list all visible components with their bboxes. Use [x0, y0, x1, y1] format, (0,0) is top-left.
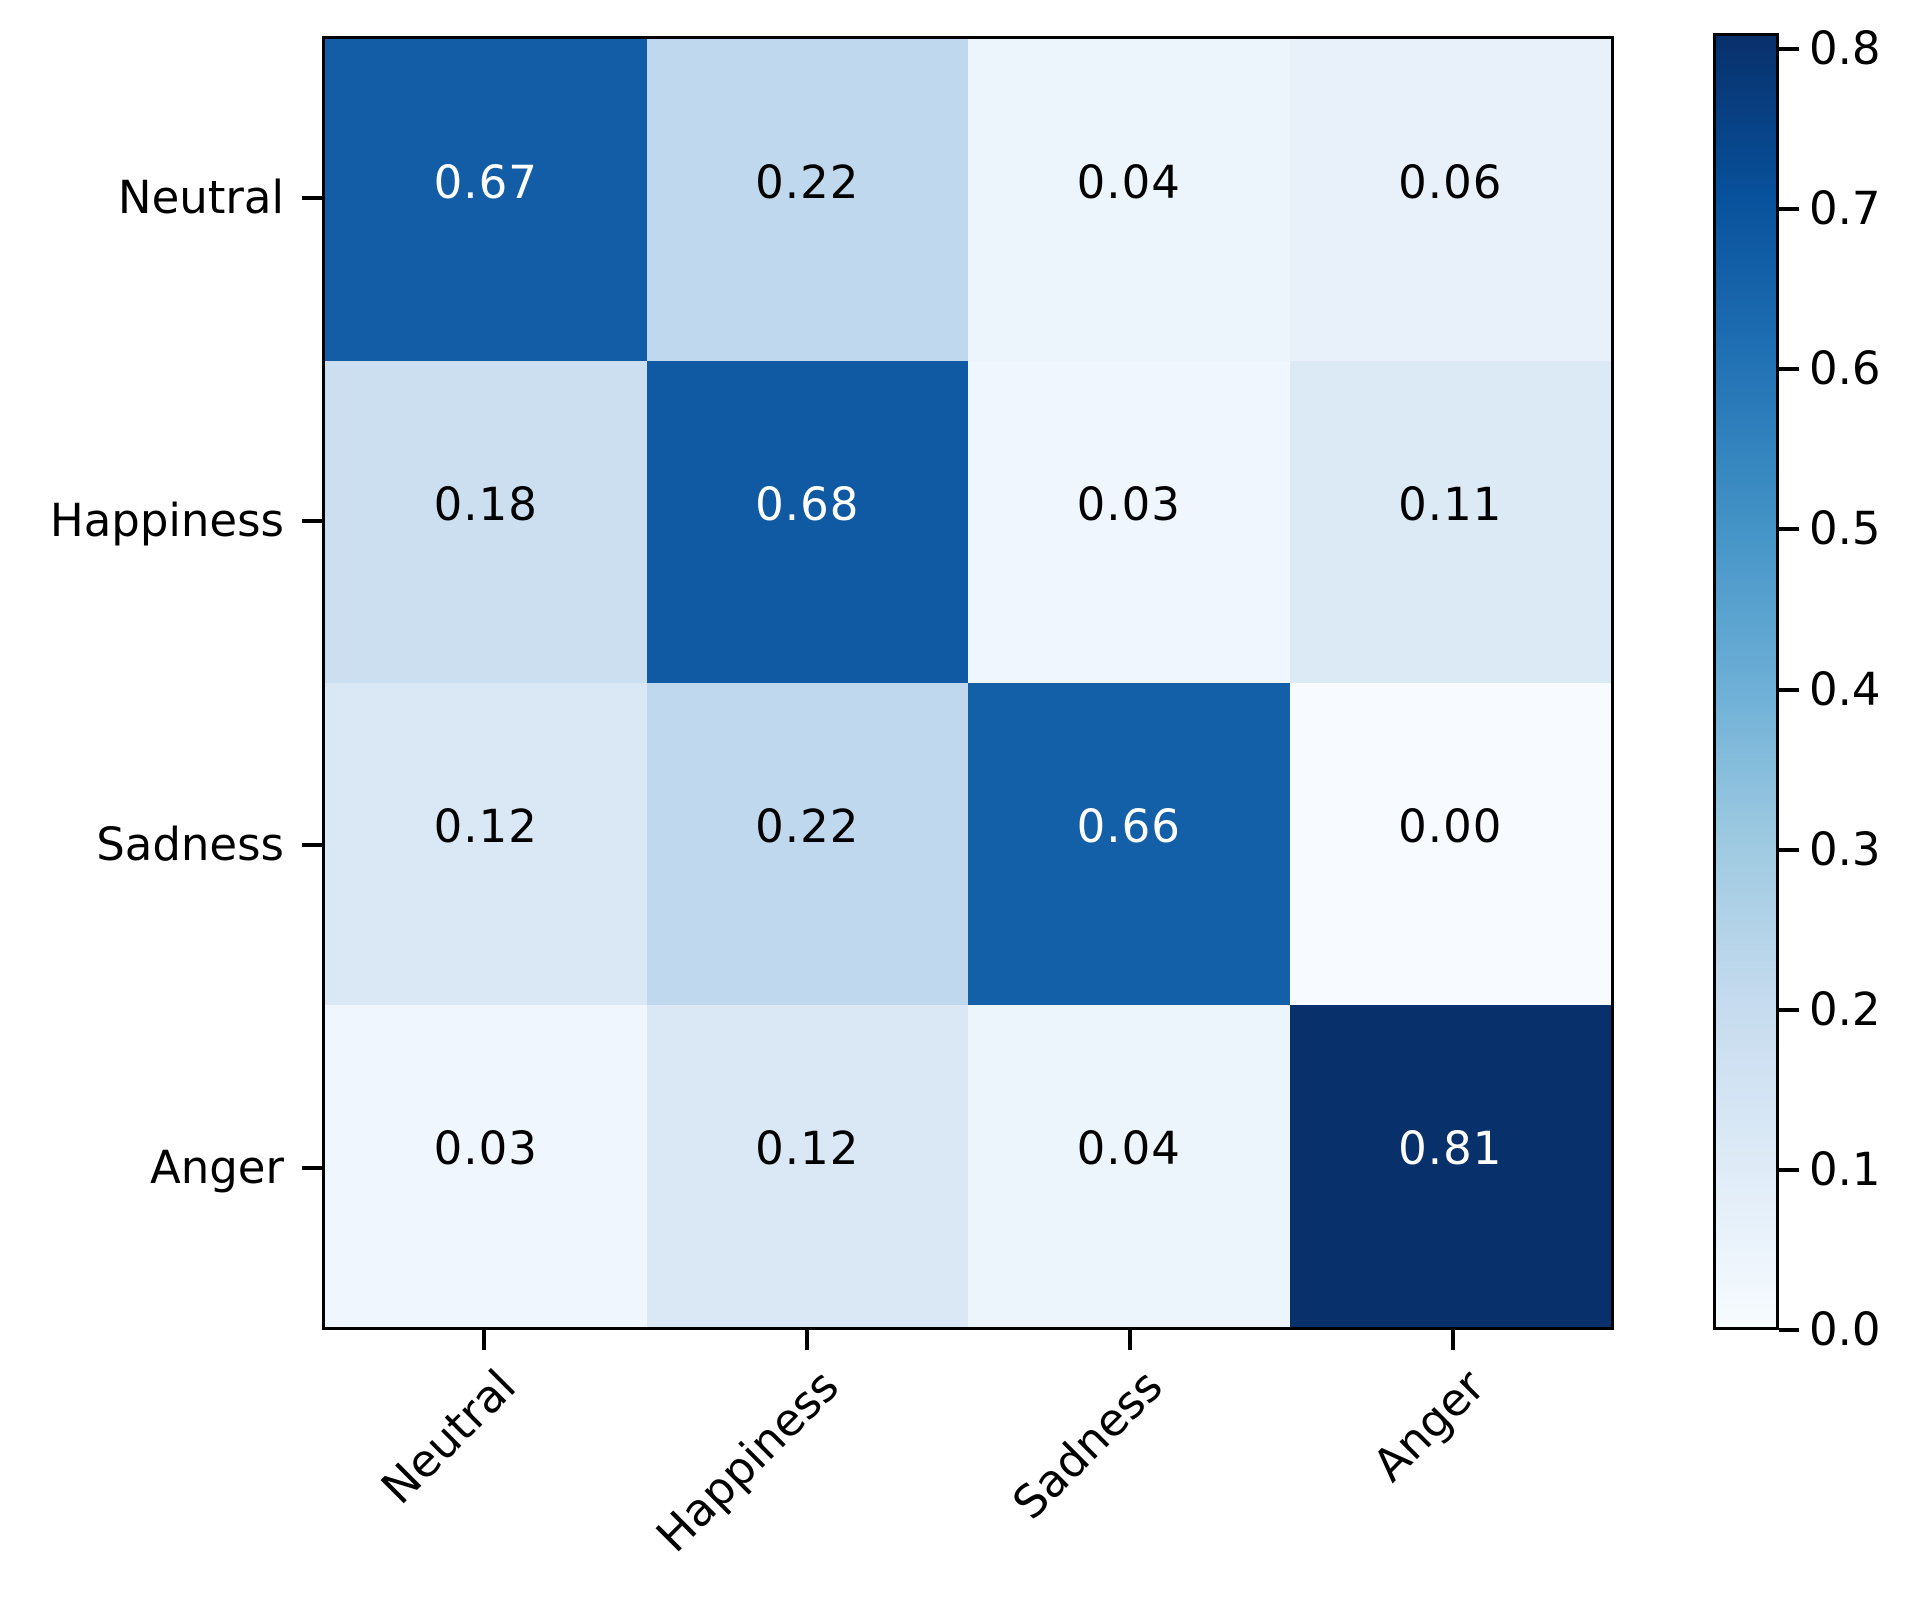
colorbar-tick-0.2 [1779, 1007, 1799, 1012]
heatmap-cell-happiness-neutral: 0.18 [325, 361, 647, 683]
colorbar-tick-0.3 [1779, 847, 1799, 852]
x-tick-anger [1450, 1330, 1455, 1350]
x-tick-label-happiness: Happiness [646, 1359, 850, 1563]
y-tick-label-neutral: Neutral [117, 170, 284, 224]
x-tick-label-sadness: Sadness [1001, 1359, 1173, 1530]
colorbar-tick-0.5 [1779, 527, 1799, 532]
cell-value: 0.12 [433, 799, 538, 853]
x-tick-sadness [1127, 1330, 1132, 1350]
cell-value: 0.18 [433, 477, 538, 531]
colorbar-tick-label-0.6: 0.6 [1809, 342, 1881, 396]
cell-value: 0.03 [433, 1121, 538, 1175]
colorbar-tick-label-0.4: 0.4 [1809, 662, 1881, 716]
heatmap-cell-anger-neutral: 0.03 [325, 1005, 647, 1327]
y-tick-label-anger: Anger [149, 1141, 284, 1195]
colorbar-tick-label-0.2: 0.2 [1809, 982, 1881, 1036]
heatmap-cell-neutral-sadness: 0.04 [968, 39, 1290, 361]
colorbar-tick-label-0.1: 0.1 [1809, 1142, 1881, 1196]
heatmap-cell-neutral-anger: 0.06 [1289, 39, 1611, 361]
heatmap-cell-sadness-happiness: 0.22 [646, 683, 968, 1005]
colorbar-tick-0.1 [1779, 1167, 1799, 1172]
y-tick-happiness [302, 519, 322, 524]
y-tick-label-sadness: Sadness [96, 817, 284, 871]
heatmap-cell-anger-happiness: 0.12 [646, 1005, 968, 1327]
cell-value: 0.04 [1076, 1121, 1181, 1175]
colorbar-tick-label-0.3: 0.3 [1809, 822, 1881, 876]
heatmap-plot-area: 0.67 0.22 0.04 0.06 0.18 0.68 0.03 0.11 0.12 0.22… [322, 36, 1614, 1330]
heatmap-cell-happiness-anger: 0.11 [1289, 361, 1611, 683]
x-tick-label-anger: Anger [1362, 1359, 1496, 1492]
heatmap-cell-anger-anger: 0.81 [1289, 1005, 1611, 1327]
heatmap-cell-sadness-neutral: 0.12 [325, 683, 647, 1005]
heatmap-cell-sadness-anger: 0.00 [1289, 683, 1611, 1005]
y-tick-sadness [302, 842, 322, 847]
x-tick-happiness [804, 1330, 809, 1350]
colorbar-tick-label-0.5: 0.5 [1809, 502, 1881, 556]
colorbar-tick-0.4 [1779, 687, 1799, 692]
cell-value: 0.81 [1398, 1121, 1503, 1175]
colorbar-tick-0.8 [1779, 47, 1799, 51]
colorbar-tick-0.6 [1779, 367, 1799, 372]
y-tick-anger [302, 1166, 322, 1171]
colorbar-tick-label-0.0: 0.0 [1809, 1303, 1881, 1356]
x-tick-neutral [481, 1330, 486, 1350]
y-tick-neutral [302, 195, 322, 200]
cell-value: 0.11 [1398, 477, 1503, 531]
heatmap-cell-happiness-happiness: 0.68 [646, 361, 968, 683]
heatmap-cell-happiness-sadness: 0.03 [968, 361, 1290, 683]
colorbar-tick-label-0.7: 0.7 [1809, 182, 1881, 236]
heatmap-cell-neutral-happiness: 0.22 [646, 39, 968, 361]
colorbar-tick-label-0.8: 0.8 [1809, 22, 1881, 75]
heatmap-cell-anger-sadness: 0.04 [968, 1005, 1290, 1327]
x-tick-label-neutral: Neutral [371, 1359, 527, 1515]
heatmap-cell-neutral-neutral: 0.67 [325, 39, 647, 361]
cell-value: 0.00 [1398, 799, 1503, 853]
cell-value: 0.68 [755, 477, 860, 531]
y-tick-label-happiness: Happiness [49, 494, 284, 548]
cell-value: 0.67 [433, 155, 538, 209]
cell-value: 0.04 [1076, 155, 1181, 209]
cell-value: 0.22 [755, 155, 860, 209]
colorbar-tick-0.0 [1779, 1328, 1799, 1332]
cell-value: 0.12 [755, 1121, 860, 1175]
cell-value: 0.22 [755, 799, 860, 853]
cell-value: 0.03 [1076, 477, 1181, 531]
colorbar-tick-0.7 [1779, 207, 1799, 212]
cell-value: 0.66 [1076, 799, 1181, 853]
colorbar [1713, 33, 1779, 1330]
cell-value: 0.06 [1398, 155, 1503, 209]
heatmap-cell-sadness-sadness: 0.66 [968, 683, 1290, 1005]
